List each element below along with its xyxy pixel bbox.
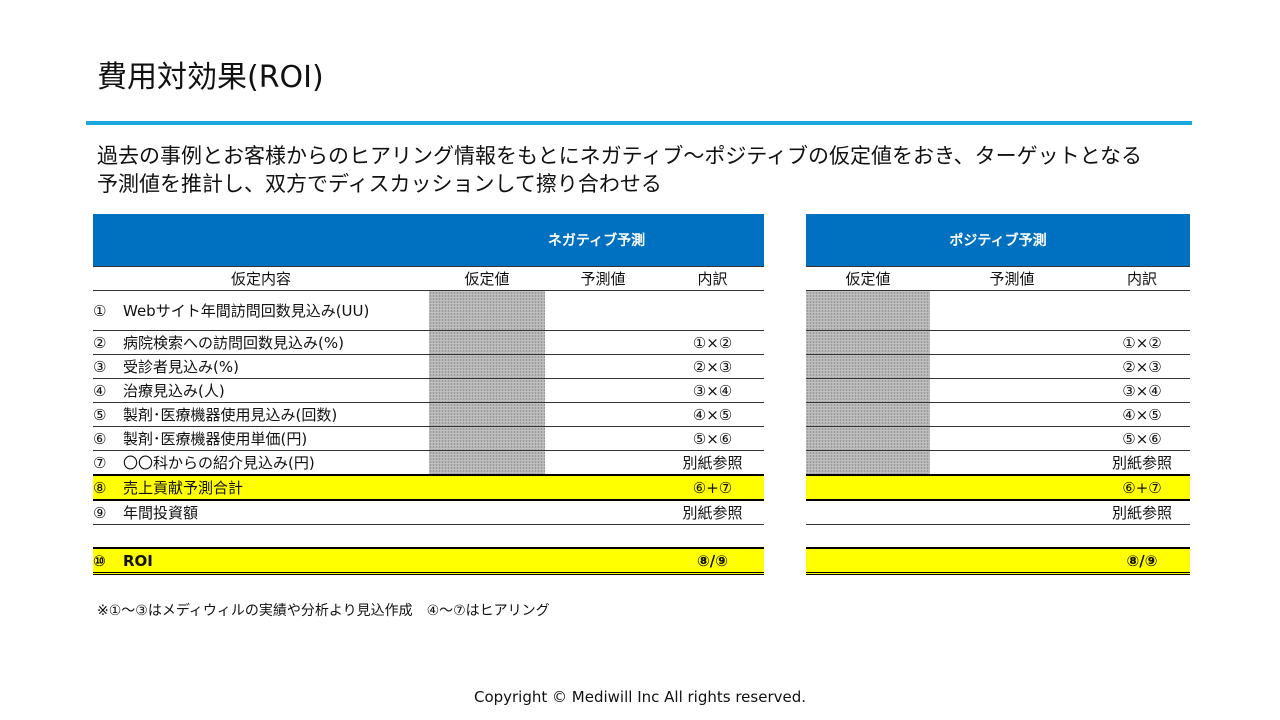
col-assumed-value: 仮定値: [429, 266, 545, 291]
row-label: 年間投資額: [123, 504, 199, 522]
row-breakdown: ⑤×⑥: [1094, 426, 1190, 451]
row-breakdown: ②×③: [1094, 354, 1190, 379]
table-row: ⑤×⑥: [806, 426, 1190, 451]
row-breakdown: 別紙参照: [1094, 500, 1190, 525]
table-row: ① Webサイト年間訪問回数見込み(UU): [93, 290, 764, 331]
row-breakdown: ③×④: [661, 378, 764, 403]
description-line-2: 予測値を推計し、双方でディスカッションして擦り合わせる: [97, 172, 662, 196]
slide-title: 費用対効果(ROI): [97, 60, 324, 95]
spacer-row: [806, 524, 1190, 549]
row-label: 〇〇科からの紹介見込み(円): [123, 454, 315, 472]
col-breakdown: 内訳: [661, 266, 764, 291]
col-forecast-value: 予測値: [930, 266, 1094, 291]
assumed-value-cell: [806, 450, 930, 476]
col-breakdown: 内訳: [1094, 266, 1190, 291]
table-row: 別紙参照: [806, 450, 1190, 476]
row-number: ⑨: [93, 504, 107, 522]
row-number: ④: [93, 382, 107, 400]
positive-header: ポジティブ予測: [806, 214, 1190, 267]
row-breakdown: [1094, 290, 1190, 331]
table-row: ④×⑤: [806, 402, 1190, 427]
row-breakdown: 別紙参照: [661, 450, 764, 476]
row-number: ②: [93, 334, 107, 352]
row-breakdown: ⑥+⑦: [1094, 474, 1190, 501]
assumed-value-cell: [429, 354, 545, 379]
assumed-value-cell: [429, 290, 545, 331]
row-number: ⑥: [93, 430, 107, 448]
row-label: 病院検索への訪問回数見込み(%): [123, 334, 344, 352]
row-number: ①: [93, 302, 107, 320]
table-row: ④ 治療見込み(人) ③×④: [93, 378, 764, 403]
copyright: Copyright © Mediwill Inc All rights rese…: [473, 688, 807, 706]
row-label: 製剤･医療機器使用見込み(回数): [123, 406, 338, 424]
table-row: [806, 290, 1190, 331]
assumed-value-cell: [429, 402, 545, 427]
positive-forecast-table: ポジティブ予測 仮定値 予測値 内訳 ①×② ②×③ ③×④ ④×⑤ ⑤×⑥ 別…: [806, 214, 1190, 575]
footnote: ※①～③はメディウィルの実績や分析より見込作成 ④～⑦はヒアリング: [97, 603, 550, 619]
table-row: ③ 受診者見込み(%) ②×③: [93, 354, 764, 379]
assumed-value-cell: [429, 330, 545, 355]
negative-header-row: ネガティブ予測: [93, 214, 764, 267]
row-breakdown: [661, 290, 764, 331]
table-row: ⑥ 製剤･医療機器使用単価(円) ⑤×⑥: [93, 426, 764, 451]
spacer-row: [93, 524, 764, 549]
description: 過去の事例とお客様からのヒアリング情報をもとにネガティブ～ポジティブの仮定値をお…: [97, 142, 1217, 198]
table-row: ②×③: [806, 354, 1190, 379]
negative-column-headers: 仮定内容 仮定値 予測値 内訳: [93, 266, 764, 291]
row-number: ⑧: [93, 479, 107, 497]
description-line-1: 過去の事例とお客様からのヒアリング情報をもとにネガティブ～ポジティブの仮定値をお…: [97, 144, 1142, 168]
assumed-value-cell: [806, 354, 930, 379]
roi-row: ⑩ ROI ⑧/⑨: [93, 548, 764, 575]
positive-header-row: ポジティブ予測: [806, 214, 1190, 267]
row-number: ⑩: [93, 551, 106, 570]
row-label: Webサイト年間訪問回数見込み(UU): [123, 302, 370, 320]
row-breakdown: 別紙参照: [1094, 450, 1190, 476]
row-breakdown: 別紙参照: [661, 500, 764, 525]
positive-column-headers: 仮定値 予測値 内訳: [806, 266, 1190, 291]
row-breakdown: ②×③: [661, 354, 764, 379]
assumed-value-cell: [429, 426, 545, 451]
row-breakdown: ⑧/⑨: [1094, 548, 1190, 575]
row-breakdown: ③×④: [1094, 378, 1190, 403]
table-row: ①×②: [806, 330, 1190, 355]
assumed-value-cell: [806, 378, 930, 403]
row-number: ⑤: [93, 406, 107, 424]
row-breakdown: ④×⑤: [661, 402, 764, 427]
row-number: ③: [93, 358, 107, 376]
row-breakdown: ⑤×⑥: [661, 426, 764, 451]
sales-total-row: ⑥+⑦: [806, 474, 1190, 501]
row-label: 製剤･医療機器使用単価(円): [123, 430, 308, 448]
table-row: ② 病院検索への訪問回数見込み(%) ①×②: [93, 330, 764, 355]
assumed-value-cell: [806, 402, 930, 427]
col-assumed-value: 仮定値: [806, 266, 930, 291]
col-assumption-content: 仮定内容: [93, 266, 429, 291]
row-breakdown: ①×②: [1094, 330, 1190, 355]
assumed-value-cell: [806, 330, 930, 355]
assumed-value-cell: [429, 378, 545, 403]
table-row: ⑤ 製剤･医療機器使用見込み(回数) ④×⑤: [93, 402, 764, 427]
assumed-value-cell: [429, 450, 545, 476]
row-breakdown: ⑧/⑨: [661, 548, 764, 575]
row-label: 治療見込み(人): [123, 382, 225, 400]
table-row: 別紙参照: [806, 500, 1190, 525]
row-breakdown: ④×⑤: [1094, 402, 1190, 427]
negative-header: ネガティブ予測: [429, 214, 764, 267]
title-divider: [86, 121, 1192, 125]
col-forecast-value: 予測値: [545, 266, 661, 291]
row-label: 受診者見込み(%): [123, 358, 239, 376]
row-label: ROI: [123, 551, 153, 570]
row-label: 売上貢献予測合計: [123, 479, 244, 497]
row-number: ⑦: [93, 454, 107, 472]
row-breakdown: ①×②: [661, 330, 764, 355]
table-row: ⑦ 〇〇科からの紹介見込み(円) 別紙参照: [93, 450, 764, 476]
table-row: ③×④: [806, 378, 1190, 403]
roi-row: ⑧/⑨: [806, 548, 1190, 575]
row-breakdown: ⑥+⑦: [661, 474, 764, 501]
assumed-value-cell: [806, 290, 930, 331]
negative-forecast-table: ネガティブ予測 仮定内容 仮定値 予測値 内訳 ① Webサイト年間訪問回数見込み…: [93, 214, 764, 575]
sales-total-row: ⑧ 売上貢献予測合計 ⑥+⑦: [93, 474, 764, 501]
table-row: ⑨ 年間投資額 別紙参照: [93, 500, 764, 525]
assumed-value-cell: [806, 426, 930, 451]
